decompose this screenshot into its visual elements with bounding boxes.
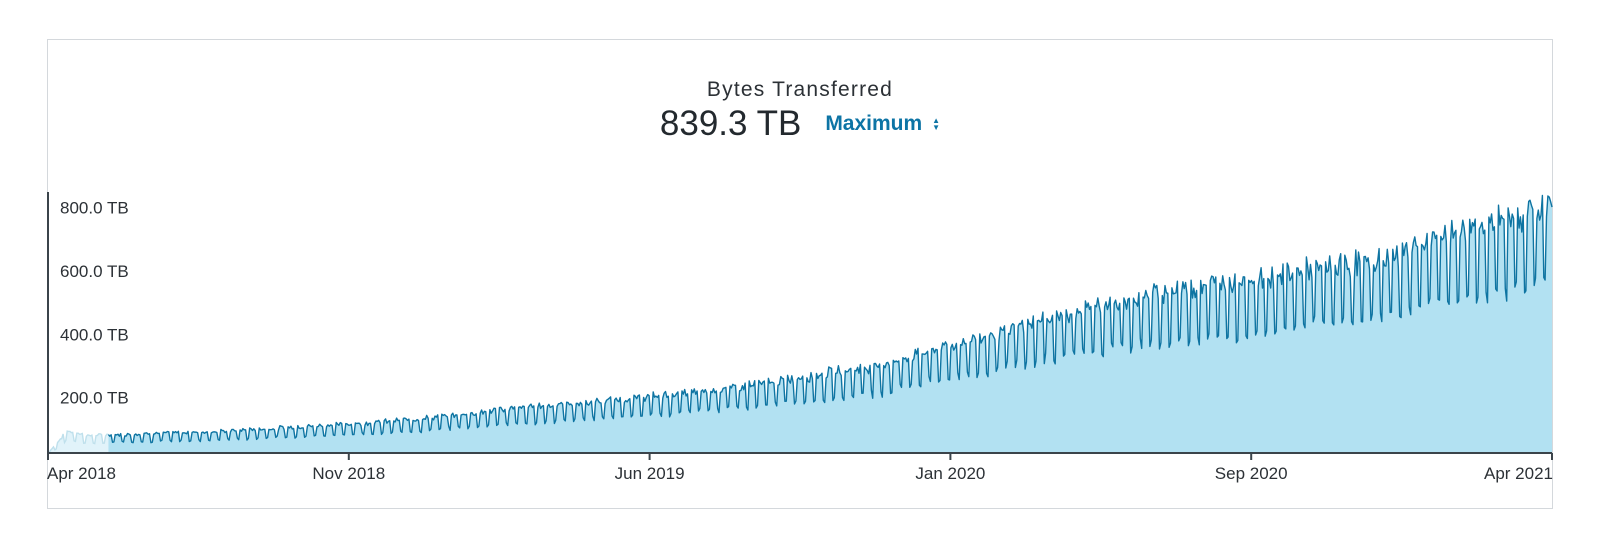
x-tick-label: Nov 2018 bbox=[312, 464, 385, 483]
metric-select[interactable]: Maximum ▲ ▼ bbox=[825, 112, 940, 136]
x-tick-label: Jan 2020 bbox=[915, 464, 985, 483]
headline: 839.3 TB Maximum ▲ ▼ bbox=[0, 104, 1600, 144]
y-tick-label: 600.0 TB bbox=[60, 262, 129, 281]
chart-title: Bytes Transferred bbox=[706, 78, 894, 101]
x-tick-label: Jun 2019 bbox=[615, 464, 685, 483]
x-tick-label: Sep 2020 bbox=[1215, 464, 1288, 483]
total-value: 839.3 TB bbox=[659, 104, 802, 143]
sort-updown-icon: ▲ ▼ bbox=[932, 116, 941, 132]
y-tick-label: 800.0 TB bbox=[60, 199, 129, 218]
y-tick-label: 200.0 TB bbox=[60, 389, 129, 408]
series-line-faded bbox=[47, 430, 109, 454]
x-tick-label: Apr 2018 bbox=[47, 464, 116, 483]
area-fill bbox=[108, 195, 1552, 453]
y-tick-label: 400.0 TB bbox=[60, 325, 129, 344]
metric-select-label: Maximum bbox=[825, 112, 923, 135]
series-line bbox=[107, 194, 1553, 444]
x-tick-label: Apr 2021 bbox=[1484, 464, 1553, 483]
